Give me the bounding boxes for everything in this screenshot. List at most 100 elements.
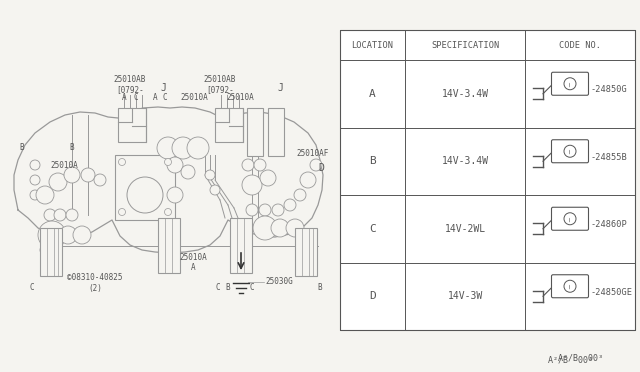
Bar xyxy=(340,30,635,330)
Text: 14V-3.4W: 14V-3.4W xyxy=(442,156,488,166)
Bar xyxy=(115,155,175,220)
Text: ~: ~ xyxy=(567,216,573,222)
Circle shape xyxy=(167,157,183,173)
Circle shape xyxy=(259,204,271,216)
Text: LOCATION: LOCATION xyxy=(351,41,394,49)
Text: B: B xyxy=(226,283,230,292)
Circle shape xyxy=(64,167,80,183)
Circle shape xyxy=(254,159,266,171)
Text: 25010A: 25010A xyxy=(226,93,254,103)
Circle shape xyxy=(44,209,56,221)
Bar xyxy=(268,108,284,156)
Text: 14V-3W: 14V-3W xyxy=(447,291,483,301)
Circle shape xyxy=(205,170,215,180)
Circle shape xyxy=(305,243,315,253)
Circle shape xyxy=(81,168,95,182)
Text: 14V-2WL: 14V-2WL xyxy=(444,224,486,234)
Circle shape xyxy=(164,158,172,166)
Bar xyxy=(230,218,252,273)
Text: 25010A: 25010A xyxy=(180,93,208,103)
Text: A: A xyxy=(153,93,157,103)
Circle shape xyxy=(49,173,67,191)
Circle shape xyxy=(246,204,258,216)
Circle shape xyxy=(286,219,304,237)
Circle shape xyxy=(30,160,40,170)
Circle shape xyxy=(73,226,91,244)
Bar xyxy=(247,108,263,156)
Circle shape xyxy=(30,175,40,185)
Text: C: C xyxy=(134,93,138,103)
Text: C: C xyxy=(163,93,167,103)
Text: SPECIFICATION: SPECIFICATION xyxy=(431,41,499,49)
Text: 25010A: 25010A xyxy=(50,160,77,170)
Text: A²/B  00³: A²/B 00³ xyxy=(547,356,593,365)
Text: ~: ~ xyxy=(567,148,573,154)
Circle shape xyxy=(294,189,306,201)
Circle shape xyxy=(118,208,125,215)
Circle shape xyxy=(36,186,54,204)
Circle shape xyxy=(157,137,179,159)
Circle shape xyxy=(284,199,296,211)
Text: (2): (2) xyxy=(88,283,102,292)
Circle shape xyxy=(253,216,277,240)
Text: A: A xyxy=(191,263,195,273)
Text: 25010AB: 25010AB xyxy=(204,76,236,84)
Text: 14V-3.4W: 14V-3.4W xyxy=(442,89,488,99)
Text: C: C xyxy=(369,224,376,234)
Circle shape xyxy=(272,204,284,216)
Circle shape xyxy=(271,219,289,237)
Bar xyxy=(40,228,62,276)
Text: -24855B: -24855B xyxy=(590,153,627,162)
Text: J: J xyxy=(160,83,166,93)
Text: B: B xyxy=(20,144,24,153)
Text: ~: ~ xyxy=(567,283,573,289)
Circle shape xyxy=(300,172,316,188)
Circle shape xyxy=(40,245,50,255)
Circle shape xyxy=(260,170,276,186)
Text: C: C xyxy=(216,283,220,292)
Circle shape xyxy=(164,208,172,215)
Circle shape xyxy=(118,158,125,166)
Text: -24850G: -24850G xyxy=(590,85,627,94)
Circle shape xyxy=(181,165,195,179)
Text: 25030G: 25030G xyxy=(265,278,292,286)
Bar xyxy=(118,108,146,142)
Circle shape xyxy=(242,159,254,171)
Circle shape xyxy=(38,221,66,249)
Text: D: D xyxy=(318,163,324,173)
Text: A: A xyxy=(369,89,376,99)
Text: B: B xyxy=(317,283,323,292)
FancyBboxPatch shape xyxy=(552,207,589,230)
Text: C: C xyxy=(29,283,35,292)
Circle shape xyxy=(59,226,77,244)
Text: J: J xyxy=(277,83,283,93)
Circle shape xyxy=(564,280,576,292)
Circle shape xyxy=(210,185,220,195)
Text: D: D xyxy=(369,291,376,301)
Bar xyxy=(215,108,243,142)
Circle shape xyxy=(564,78,576,90)
Circle shape xyxy=(167,187,183,203)
Circle shape xyxy=(564,145,576,157)
Text: B: B xyxy=(369,156,376,166)
Text: 25010AF: 25010AF xyxy=(296,148,328,157)
Text: ©08310-40825: ©08310-40825 xyxy=(67,273,123,282)
Text: [0792-: [0792- xyxy=(116,86,144,94)
Circle shape xyxy=(94,174,106,186)
Circle shape xyxy=(564,213,576,225)
Text: -24850GE: -24850GE xyxy=(590,288,632,297)
Circle shape xyxy=(66,209,78,221)
Text: [0792-: [0792- xyxy=(206,86,234,94)
Text: A: A xyxy=(122,93,126,103)
Text: CODE NO.: CODE NO. xyxy=(559,41,601,49)
Text: A²/B  00³: A²/B 00³ xyxy=(557,353,602,362)
Text: ~: ~ xyxy=(567,81,573,87)
Text: C: C xyxy=(250,283,254,292)
Circle shape xyxy=(30,190,40,200)
Circle shape xyxy=(242,175,262,195)
FancyBboxPatch shape xyxy=(552,275,589,298)
Text: -24860P: -24860P xyxy=(590,220,627,229)
Circle shape xyxy=(172,137,194,159)
FancyBboxPatch shape xyxy=(552,140,589,163)
Text: 25010AB: 25010AB xyxy=(114,76,146,84)
